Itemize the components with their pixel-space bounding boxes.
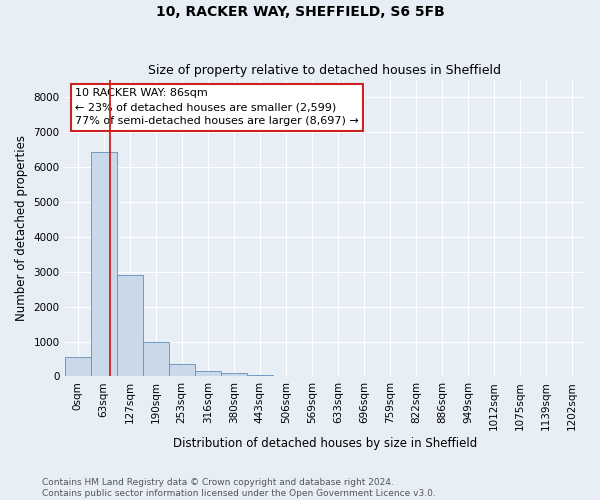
Bar xyxy=(65,356,91,376)
Bar xyxy=(143,342,169,376)
Text: 10, RACKER WAY, SHEFFIELD, S6 5FB: 10, RACKER WAY, SHEFFIELD, S6 5FB xyxy=(155,5,445,19)
Bar xyxy=(116,275,143,376)
Bar xyxy=(247,374,273,376)
Bar xyxy=(91,152,116,376)
Title: Size of property relative to detached houses in Sheffield: Size of property relative to detached ho… xyxy=(148,64,501,77)
Bar xyxy=(169,364,194,376)
Text: Contains HM Land Registry data © Crown copyright and database right 2024.
Contai: Contains HM Land Registry data © Crown c… xyxy=(42,478,436,498)
X-axis label: Distribution of detached houses by size in Sheffield: Distribution of detached houses by size … xyxy=(173,437,477,450)
Bar xyxy=(221,373,247,376)
Y-axis label: Number of detached properties: Number of detached properties xyxy=(15,135,28,321)
Text: 10 RACKER WAY: 86sqm
← 23% of detached houses are smaller (2,599)
77% of semi-de: 10 RACKER WAY: 86sqm ← 23% of detached h… xyxy=(75,88,359,126)
Bar xyxy=(194,371,221,376)
